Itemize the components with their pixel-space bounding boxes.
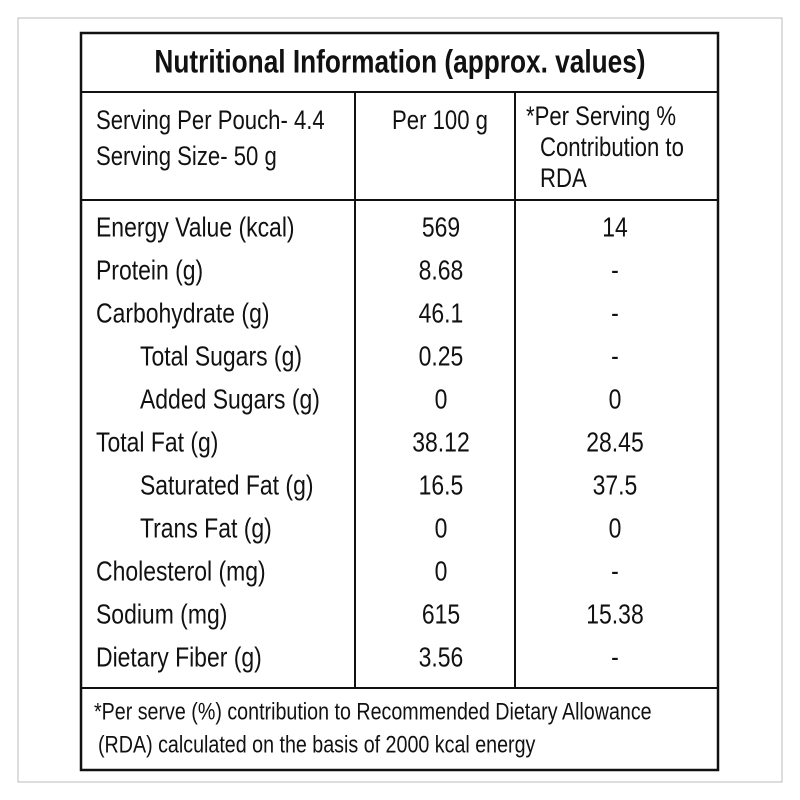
header-rda: RDA — [540, 164, 587, 194]
nutrient-label: Total Sugars (g) — [140, 341, 302, 372]
rda-value: - — [611, 255, 619, 286]
rda-value: - — [611, 298, 619, 329]
header-per-100g: Per 100 g — [392, 106, 488, 136]
rda-value: 14 — [602, 212, 628, 243]
header-rda: Contribution to — [540, 133, 684, 163]
nutrient-label: Sodium (mg) — [96, 599, 227, 630]
nutrient-label: Trans Fat (g) — [140, 513, 272, 544]
per-100g-value: 0 — [435, 556, 448, 587]
per-100g-value: 38.12 — [412, 427, 469, 458]
nutrient-label: Cholesterol (mg) — [96, 556, 266, 587]
rda-value: - — [611, 642, 619, 673]
nutrient-label: Added Sugars (g) — [140, 384, 320, 415]
per-100g-value: 16.5 — [419, 470, 464, 501]
footnote: *Per serve (%) contribution to Recommend… — [94, 697, 652, 724]
title: Nutritional Information (approx. values) — [154, 45, 645, 80]
rda-value: 28.45 — [586, 427, 643, 458]
nutrient-label: Carbohydrate (g) — [96, 298, 269, 329]
per-100g-value: 569 — [422, 212, 460, 243]
header-serving: Serving Per Pouch- 4.4 — [96, 106, 325, 136]
header-serving: Serving Size- 50 g — [96, 142, 277, 172]
nutrient-label: Dietary Fiber (g) — [96, 642, 262, 673]
frame — [17, 17, 783, 783]
nutrient-label: Protein (g) — [96, 255, 203, 286]
per-100g-value: 0.25 — [419, 341, 464, 372]
per-100g-value: 0 — [435, 384, 448, 415]
per-100g-value: 46.1 — [419, 298, 464, 329]
rda-value: 0 — [609, 384, 622, 415]
nutrient-label: Energy Value (kcal) — [96, 212, 295, 243]
rda-value: - — [611, 556, 619, 587]
per-100g-value: 8.68 — [419, 255, 464, 286]
rda-value: 0 — [609, 513, 622, 544]
table-border — [79, 31, 720, 772]
text-layer: Nutritional Information (approx. values)… — [94, 45, 684, 758]
header-rda: *Per Serving % — [526, 102, 676, 132]
per-100g-value: 3.56 — [419, 642, 464, 673]
nutrient-label: Saturated Fat (g) — [140, 470, 313, 501]
rda-value: - — [611, 341, 619, 372]
nutrient-label: Total Fat (g) — [96, 427, 218, 458]
rda-value: 37.5 — [593, 470, 638, 501]
per-100g-value: 615 — [422, 599, 460, 630]
footnote: (RDA) calculated on the basis of 2000 kc… — [98, 730, 535, 757]
rda-value: 15.38 — [586, 599, 643, 630]
per-100g-value: 0 — [435, 513, 448, 544]
